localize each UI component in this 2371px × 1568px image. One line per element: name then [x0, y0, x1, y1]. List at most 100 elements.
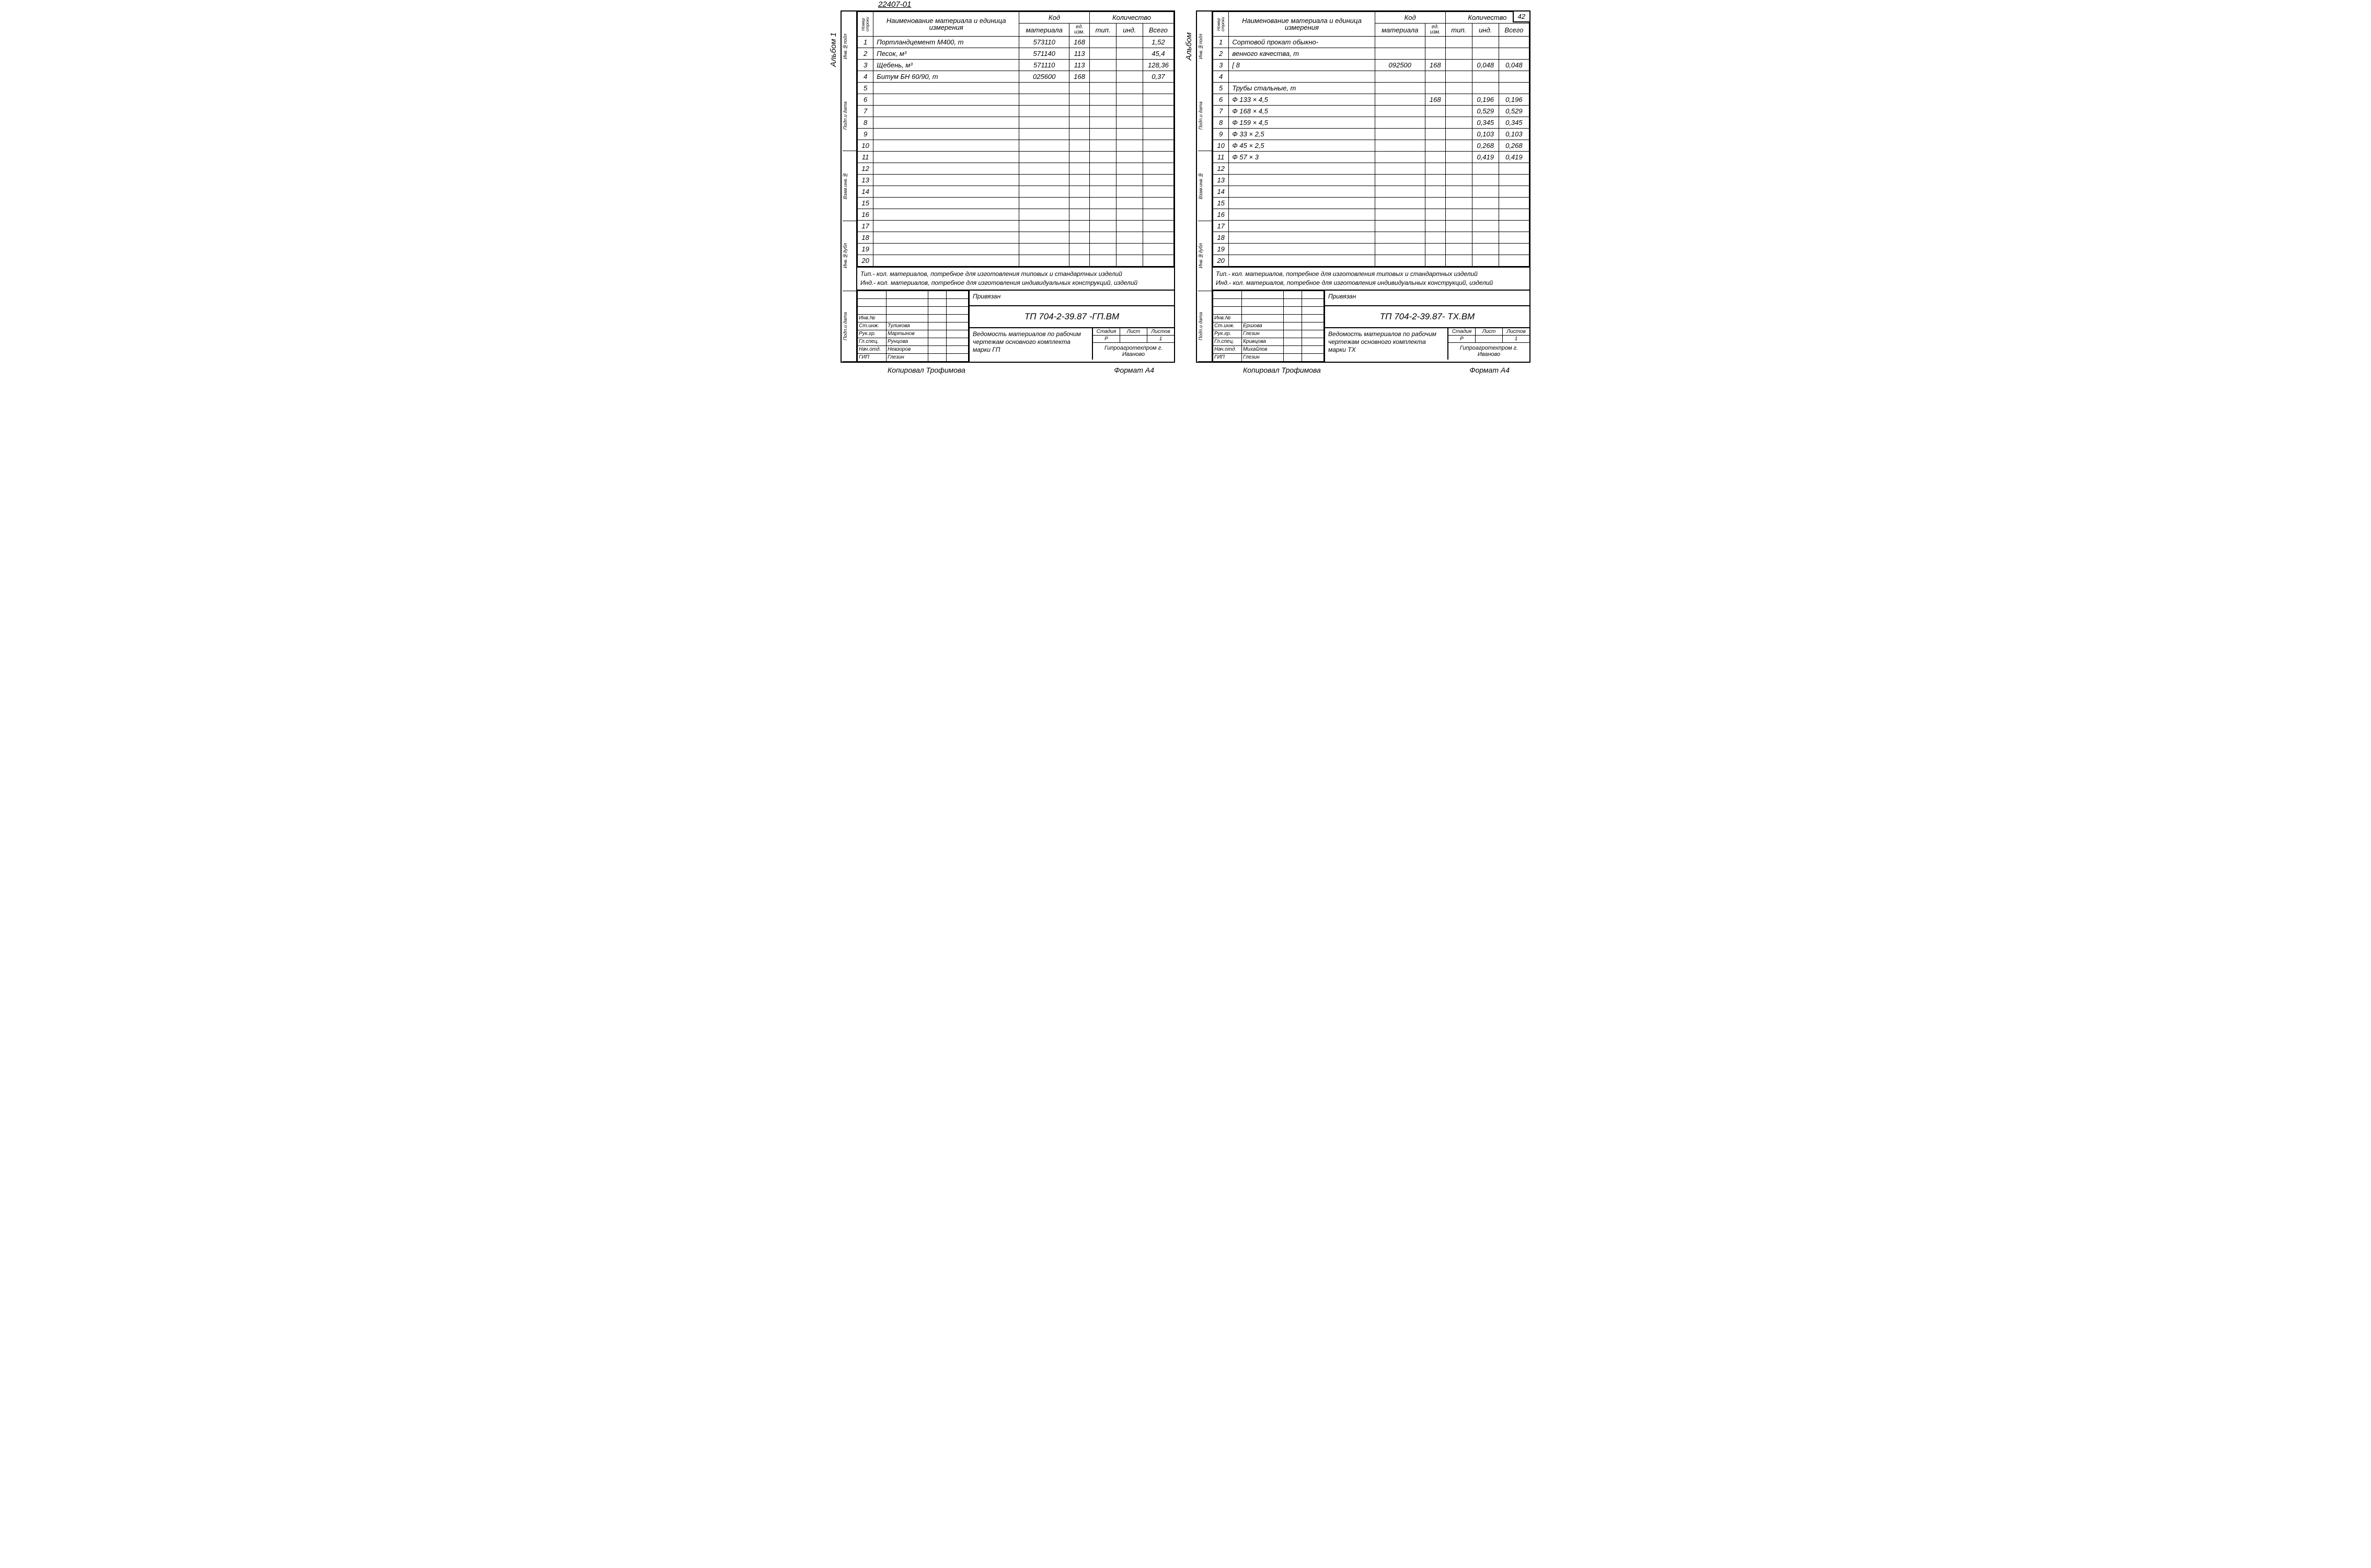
row-tot: [1499, 232, 1529, 244]
row-tot: [1499, 83, 1529, 94]
row-ind: [1116, 152, 1143, 163]
table-row: 4Битум БН 60/90, т0256001680,37: [858, 71, 1174, 83]
row-typ: [1445, 186, 1472, 198]
row-typ: [1090, 175, 1117, 186]
role-cell: [1213, 306, 1242, 314]
row-tot: [1143, 140, 1173, 152]
side-stamp: Подп.и дата: [1198, 292, 1212, 362]
row-num: 2: [1213, 48, 1229, 60]
row-name: венного качества, т: [1229, 48, 1375, 60]
side-stamps-right: Инв.№подлПодп.и датаВзам.инв.№Инв.№дублП…: [1198, 11, 1213, 362]
person-cell: Невзоров: [887, 345, 928, 353]
table-row: 12: [858, 163, 1174, 175]
row-typ: [1445, 117, 1472, 129]
person-cell: [887, 306, 928, 314]
col-code-group: Код: [1019, 12, 1090, 24]
roles-table: Инв.№Ст.инж.ТуликоваРук.гр.МартыновГл.сп…: [857, 291, 969, 362]
person-cell: [887, 298, 928, 306]
row-num: 6: [1213, 94, 1229, 106]
role-cell: Гл.спец.: [858, 338, 887, 345]
date-cell: [1302, 338, 1324, 345]
row-mat: [1375, 83, 1425, 94]
row-typ: [1445, 175, 1472, 186]
row-name: [873, 244, 1019, 255]
row-num: 3: [858, 60, 873, 71]
row-ind: [1472, 163, 1499, 175]
table-row: 12: [1213, 163, 1529, 175]
meta-value: 1: [1503, 336, 1529, 342]
sig-cell: [928, 306, 947, 314]
side-stamp: Инв.№подл: [843, 11, 856, 81]
row-mat: [1375, 129, 1425, 140]
row-typ: [1445, 37, 1472, 48]
col-code-mat: материала: [1375, 24, 1425, 37]
row-unit: [1425, 71, 1445, 83]
row-tot: [1499, 198, 1529, 209]
sheet-left: 22407-01 Альбом 1 Инв.№подлПодп.и датаВз…: [841, 10, 1175, 363]
row-unit: [1425, 198, 1445, 209]
date-cell: [1302, 291, 1324, 298]
row-unit: 113: [1069, 60, 1090, 71]
row-name: [1229, 71, 1375, 83]
person-cell: Туликова: [887, 322, 928, 330]
row-mat: [1375, 48, 1425, 60]
row-name: [873, 83, 1019, 94]
side-stamp: Взам.инв.№: [1198, 151, 1212, 221]
row-name: Трубы стальные, т: [1229, 83, 1375, 94]
row-name: [873, 175, 1019, 186]
sheet-description: Ведомость материалов по рабочим чертежам…: [1325, 328, 1448, 360]
row-typ: [1090, 163, 1117, 175]
row-mat: 571140: [1019, 48, 1069, 60]
row-tot: 128,36: [1143, 60, 1173, 71]
row-ind: 0,529: [1472, 106, 1499, 117]
row-ind: [1116, 140, 1143, 152]
role-cell: [1213, 298, 1242, 306]
table-row: 18: [858, 232, 1174, 244]
col-qty-ind: инд.: [1116, 24, 1143, 37]
titleblock-left: Инв.№Ст.инж.ТуликоваРук.гр.МартыновГл.сп…: [857, 290, 1174, 362]
row-num: 14: [858, 186, 873, 198]
row-ind: [1116, 209, 1143, 221]
row-unit: [1425, 106, 1445, 117]
row-num: 17: [858, 221, 873, 232]
col-name: Наименование материала и единица измерен…: [873, 12, 1019, 37]
row-unit: 113: [1069, 48, 1090, 60]
row-ind: [1116, 48, 1143, 60]
row-typ: [1090, 48, 1117, 60]
row-unit: [1425, 255, 1445, 267]
col-qty-ind: инд.: [1472, 24, 1499, 37]
row-name: Ф 45 × 2,5: [1229, 140, 1375, 152]
row-ind: 0,268: [1472, 140, 1499, 152]
row-num: 1: [1213, 37, 1229, 48]
row-name: [1229, 244, 1375, 255]
row-typ: [1090, 60, 1117, 71]
row-ind: [1116, 129, 1143, 140]
row-tot: [1143, 129, 1173, 140]
row-ind: [1472, 244, 1499, 255]
table-row: 14: [1213, 186, 1529, 198]
row-name: [873, 209, 1019, 221]
row-typ: [1090, 244, 1117, 255]
row-mat: [1375, 163, 1425, 175]
person-cell: Глезин: [1242, 330, 1284, 338]
row-ind: [1472, 198, 1499, 209]
row-ind: [1472, 232, 1499, 244]
role-cell: [858, 306, 887, 314]
row-name: [1229, 186, 1375, 198]
sheet-container: 22407-01 Альбом 1 Инв.№подлПодп.и датаВз…: [10, 10, 2361, 374]
date-cell: [1302, 330, 1324, 338]
role-cell: Ст.инж.: [858, 322, 887, 330]
meta-value: [1476, 336, 1503, 342]
row-typ: [1090, 152, 1117, 163]
row-typ: [1090, 140, 1117, 152]
row-tot: 0,103: [1499, 129, 1529, 140]
row-num: 4: [1213, 71, 1229, 83]
side-stamp: Инв.№дубл: [1198, 221, 1212, 291]
row-typ: [1090, 71, 1117, 83]
sig-cell: [1284, 298, 1302, 306]
row-ind: [1472, 209, 1499, 221]
date-cell: [1302, 353, 1324, 361]
side-stamp: Подп.и дата: [1198, 81, 1212, 151]
table-row: 17: [858, 221, 1174, 232]
table-row: 20: [1213, 255, 1529, 267]
